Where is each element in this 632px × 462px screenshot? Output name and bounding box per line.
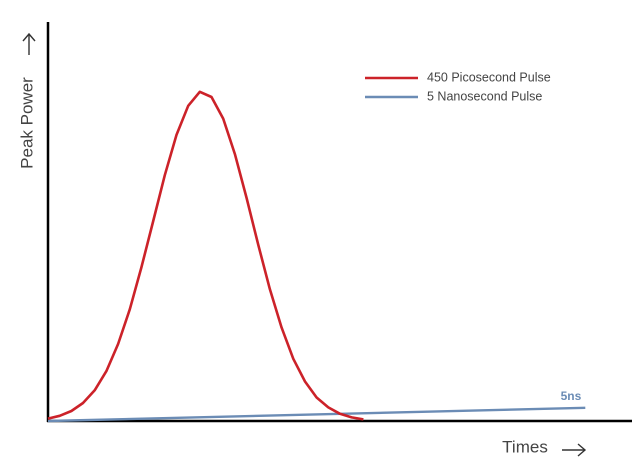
x-axis-arrow	[562, 443, 587, 457]
legend-label: 5 Nanosecond Pulse	[427, 89, 542, 103]
legend-label: 450 Picosecond Pulse	[427, 70, 551, 84]
line-series	[47, 406, 586, 423]
line-series	[47, 90, 364, 421]
y-axis-label: Peak Power	[17, 77, 36, 169]
y-axis-arrow	[22, 32, 36, 55]
x-axis-label: Times	[502, 437, 548, 456]
annotation: 5ns	[561, 389, 582, 403]
